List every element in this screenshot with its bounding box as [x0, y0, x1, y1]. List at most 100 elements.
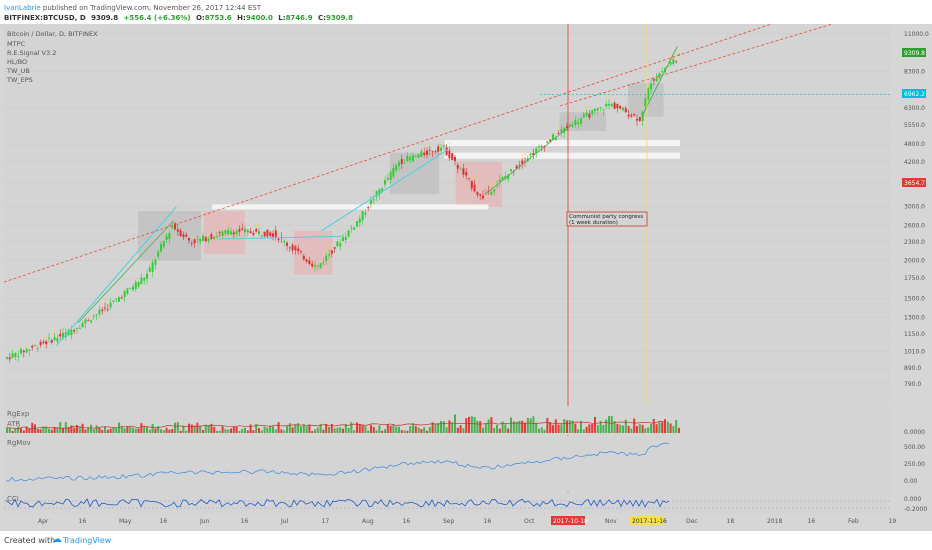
time-axis[interactable] — [4, 514, 890, 526]
candle-body — [442, 145, 445, 147]
candle-body — [286, 242, 288, 246]
resistance-band — [444, 140, 680, 147]
candle-body — [92, 316, 95, 317]
candle-body — [367, 207, 370, 209]
candle-body — [666, 66, 669, 67]
vol-pane-label: RgExp — [7, 410, 30, 418]
candle-body — [230, 231, 232, 235]
candle-body — [157, 251, 160, 257]
price-tick: 1500.0 — [904, 296, 925, 303]
candle-body — [580, 118, 582, 124]
candle-body — [521, 160, 524, 164]
signal-dot — [647, 83, 649, 85]
candle-body — [162, 241, 165, 247]
candle-body — [454, 156, 456, 162]
price-tick: 1010.0 — [904, 348, 925, 355]
candle-body — [524, 161, 526, 163]
cci-tick-0: 0.000 — [904, 496, 921, 503]
low-value: 8746.9 — [286, 14, 313, 22]
volume-bar — [540, 427, 543, 433]
close-value: 9309.8 — [326, 14, 353, 22]
volume-bar — [118, 422, 120, 433]
price-tick: 790.0 — [904, 381, 921, 388]
candle-body — [263, 231, 266, 237]
rgmov-pane — [4, 436, 890, 491]
volume-bar — [510, 417, 512, 433]
volume-bar — [126, 426, 129, 433]
volume-bar — [403, 430, 406, 433]
volume-bar — [566, 420, 568, 433]
volume-bar — [535, 422, 538, 433]
volume-bar — [120, 425, 123, 433]
mov-tick-500: 500.00 — [904, 444, 925, 451]
volume-bar — [319, 423, 322, 433]
price-chart[interactable]: Communist party congress (1 week duratio… — [0, 24, 932, 531]
volume-bar — [585, 426, 588, 433]
candle-body — [498, 179, 501, 182]
signal-dot — [392, 159, 395, 161]
volume-bar — [356, 422, 358, 433]
volume-bar — [524, 422, 526, 433]
author-name[interactable]: IvanLabrie — [4, 4, 41, 12]
footer-brand[interactable]: TradingView — [63, 536, 112, 545]
candle-body — [381, 188, 384, 192]
signal-dot — [331, 246, 333, 248]
candle-body — [372, 199, 375, 201]
candle-body — [274, 230, 277, 237]
volume-bar — [661, 422, 664, 433]
trend-channel — [77, 220, 174, 324]
time-tick: 16 — [79, 518, 87, 525]
volume-bar — [204, 424, 207, 433]
volume-bar — [106, 429, 109, 433]
high-value: 9400.0 — [246, 14, 273, 22]
volume-bar — [213, 426, 216, 433]
volume-bar — [616, 423, 619, 433]
candle-body — [14, 352, 17, 357]
legend-hlbo: HL/BO — [7, 58, 27, 66]
candle-body — [375, 191, 378, 197]
candle-body — [596, 108, 599, 111]
signal-dot — [487, 181, 490, 184]
candle-body — [59, 333, 62, 337]
price-axis[interactable] — [890, 24, 932, 514]
time-tick: Jun — [199, 518, 210, 525]
candle-body — [120, 297, 123, 299]
volume-bar — [414, 425, 417, 433]
volume-bar — [456, 427, 459, 433]
volume-bar — [333, 428, 336, 433]
candle-body — [613, 102, 616, 109]
price-badges: 9309.8 6962.2 3654.7 — [902, 48, 926, 187]
signal-dot — [434, 145, 437, 148]
volume-bar — [557, 424, 560, 433]
volume-bar — [336, 427, 339, 433]
candle-body — [627, 114, 630, 117]
signal-dot — [608, 95, 610, 97]
time-tick: May — [119, 518, 132, 525]
candle-body — [504, 175, 507, 179]
candle-body — [540, 145, 543, 147]
tradingview-logo-icon[interactable]: ☁ — [52, 534, 62, 545]
volume-bar — [532, 416, 535, 433]
trend-arrow — [217, 235, 344, 240]
candle-body — [333, 247, 336, 249]
candle-body — [319, 263, 322, 268]
candle-body — [445, 147, 448, 156]
volume-bar — [507, 428, 510, 433]
candle-body — [507, 174, 510, 180]
signal-dot — [462, 160, 465, 162]
candle-body — [246, 229, 249, 233]
vol-tick: 0.0000 — [904, 429, 925, 436]
candle-body — [378, 189, 381, 196]
volume-bar — [655, 424, 658, 433]
volume-bar — [678, 427, 680, 433]
volume-bar — [148, 429, 151, 433]
candle-body — [650, 83, 652, 90]
candle-body — [143, 277, 146, 281]
candle-body — [216, 236, 218, 237]
red-level-badge: 3654.7 — [904, 180, 925, 187]
volume-bar — [465, 418, 468, 433]
volume-bar — [392, 424, 395, 433]
volume-bar — [619, 424, 622, 433]
volume-bar — [199, 425, 202, 433]
open-value: 8753.6 — [205, 14, 232, 22]
